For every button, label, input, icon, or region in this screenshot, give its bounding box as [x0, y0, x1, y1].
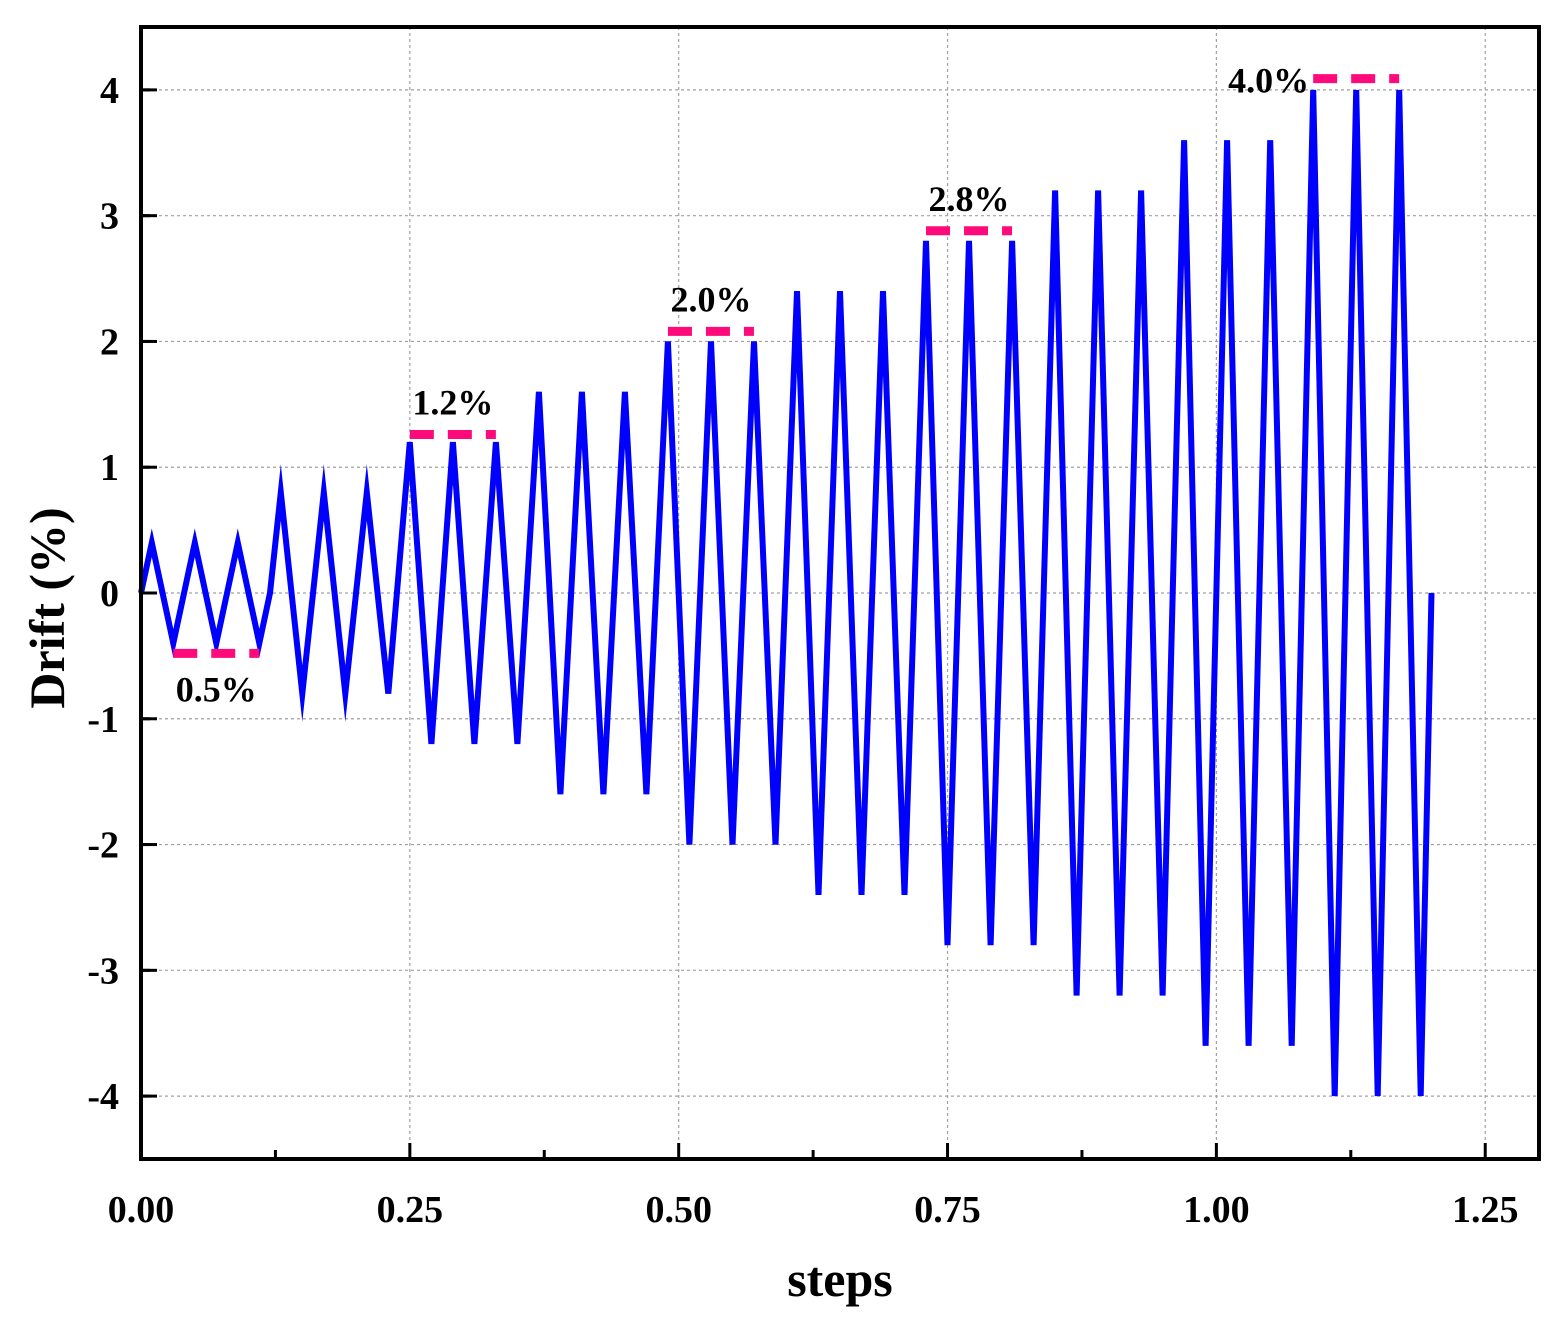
x-tick-label: 1.25: [1452, 1189, 1519, 1231]
grid-lines: [141, 27, 1539, 1159]
y-tick-label: 3: [100, 196, 119, 238]
y-tick-label: -2: [87, 825, 119, 867]
x-axis-title: steps: [787, 1251, 893, 1307]
x-tick-label: 0.75: [914, 1189, 981, 1231]
axis-ticks: [139, 88, 1487, 1159]
x-tick-label: 0.25: [377, 1189, 444, 1231]
y-tick-label: 1: [100, 447, 119, 489]
y-tick-label: -3: [87, 950, 119, 992]
y-tick-label: -4: [87, 1076, 119, 1118]
drift-series-line: [138, 89, 1435, 1097]
y-tick-label: 0: [100, 573, 119, 615]
x-tick-labels: 0.00 0.25 0.50 0.75 1.00 1.25: [108, 1189, 1519, 1231]
annotation-label: 4.0%: [1228, 61, 1309, 101]
x-tick-label: 1.00: [1183, 1189, 1250, 1231]
annotation-layer: 0.5% 1.2% 2.0% 2.8% 4.0%: [173, 61, 1400, 709]
annotation-label: 2.8%: [929, 179, 1010, 219]
x-tick-label: 0.00: [108, 1189, 175, 1231]
annotation-label: 1.2%: [412, 383, 493, 423]
y-tick-label: 4: [100, 70, 119, 112]
y-tick-label: 2: [100, 321, 119, 363]
y-tick-labels: -4 -3 -2 -1 0 1 2 3 4: [87, 70, 119, 1118]
annotation-label: 2.0%: [670, 279, 751, 319]
annotation-label: 0.5%: [176, 669, 257, 709]
y-axis-title: Drift (%): [19, 507, 75, 708]
series-layer: [138, 89, 1435, 1097]
y-tick-label: -1: [87, 699, 119, 741]
x-tick-label: 0.50: [645, 1189, 712, 1231]
